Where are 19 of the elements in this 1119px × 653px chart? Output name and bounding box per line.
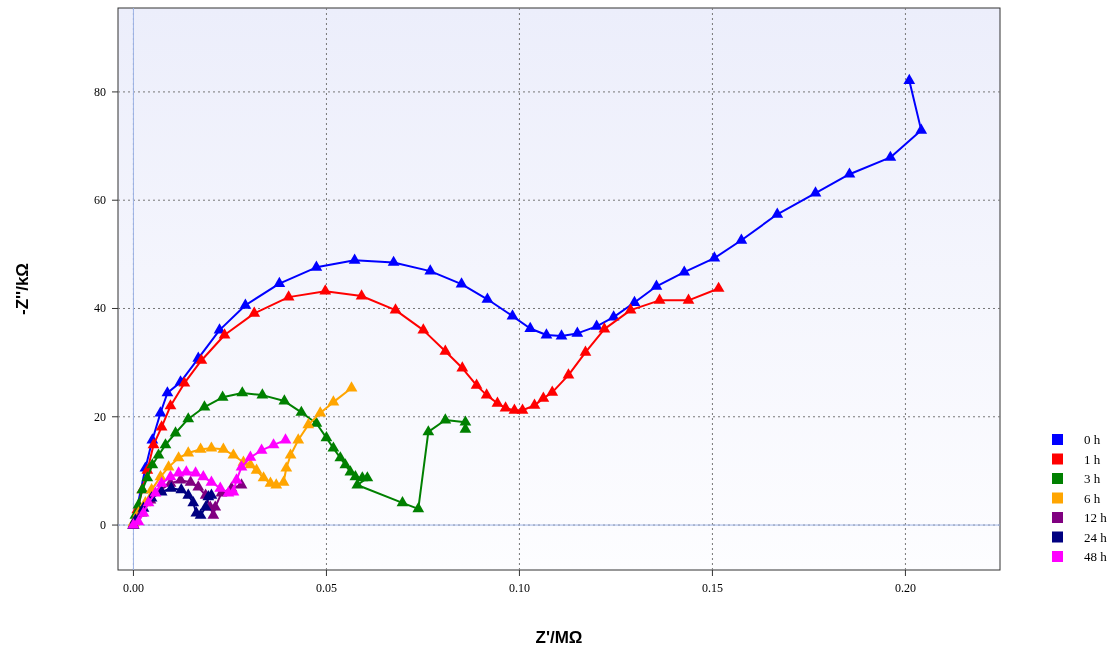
legend-label: 0 h bbox=[1084, 432, 1101, 447]
x-tick-label: 0.10 bbox=[508, 581, 530, 595]
y-tick-label: 60 bbox=[94, 193, 106, 208]
y-tick-label: 20 bbox=[94, 409, 106, 424]
legend-label: 48 h bbox=[1084, 549, 1108, 564]
x-tick-label: 0.15 bbox=[701, 581, 723, 595]
y-axis-title: -Z''/kΩ bbox=[13, 263, 32, 315]
legend-label: 6 h bbox=[1084, 490, 1101, 506]
legend-label: 12 h bbox=[1084, 510, 1108, 525]
legend-label: 3 h bbox=[1084, 471, 1101, 486]
y-tick-label: 80 bbox=[94, 84, 106, 99]
x-tick-label: 0.00 bbox=[122, 581, 144, 595]
x-tick-label: 0.20 bbox=[894, 581, 916, 595]
x-axis-title: Z'/MΩ bbox=[535, 628, 583, 647]
y-tick-label: 40 bbox=[94, 301, 106, 316]
y-tick-label: 0 bbox=[100, 518, 106, 533]
x-tick-label: 0.05 bbox=[315, 581, 337, 595]
legend-label: 1 h bbox=[1084, 451, 1101, 467]
legend-label: 24 h bbox=[1084, 529, 1108, 545]
